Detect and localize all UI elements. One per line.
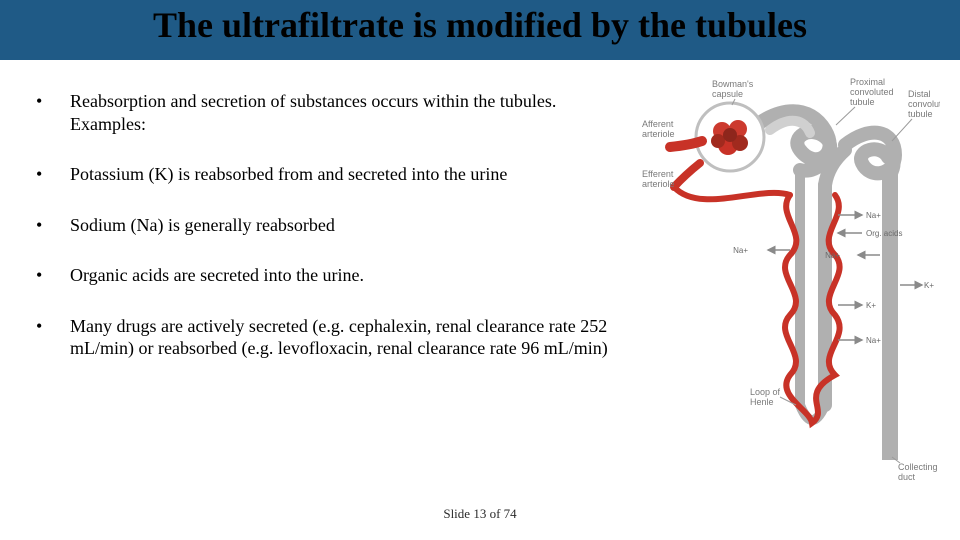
content-area: Reabsorption and secretion of substances… xyxy=(30,90,620,388)
bowman-label-1: Bowman's xyxy=(712,79,754,89)
ion-na-right: Na+ xyxy=(866,211,881,220)
ion-na-asc: Na+ xyxy=(866,336,881,345)
efferent-label-1: Efferent xyxy=(642,169,674,179)
list-item: Reabsorption and secretion of substances… xyxy=(30,90,620,135)
list-item: Many drugs are actively secreted (e.g. c… xyxy=(30,315,620,360)
loop-label-2: Henle xyxy=(750,397,774,407)
ion-na-left: Na+ xyxy=(733,246,748,255)
afferent-label-1: Afferent xyxy=(642,119,674,129)
proximal-label-1: Proximal xyxy=(850,77,885,87)
ion-na-dct: Na+ xyxy=(825,251,840,260)
bullet-list: Reabsorption and secretion of substances… xyxy=(30,90,620,360)
slide-footer: Slide 13 of 74 xyxy=(0,506,960,522)
bowman-label-2: capsule xyxy=(712,89,743,99)
distal-label-1: Distal xyxy=(908,89,931,99)
proximal-label-2: convoluted xyxy=(850,87,894,97)
collecting-label-1: Collecting xyxy=(898,462,938,472)
ion-org: Org. acids xyxy=(866,229,902,238)
proximal-label-3: tubule xyxy=(850,97,875,107)
page-title: The ultrafiltrate is modified by the tub… xyxy=(0,4,960,46)
afferent-label-2: arteriole xyxy=(642,129,675,139)
list-item: Sodium (Na) is generally reabsorbed xyxy=(30,214,620,237)
distal-label-2: convoluted xyxy=(908,99,940,109)
list-item: Organic acids are secreted into the urin… xyxy=(30,264,620,287)
nephron-svg: Bowman's capsule Afferent arteriole Effe… xyxy=(640,75,940,485)
ion-k-dct: K+ xyxy=(924,281,934,290)
collecting-label-2: duct xyxy=(898,472,916,482)
efferent-label-2: arteriole xyxy=(642,179,675,189)
list-item: Potassium (K) is reabsorbed from and sec… xyxy=(30,163,620,186)
slide: The ultrafiltrate is modified by the tub… xyxy=(0,0,960,540)
nephron-diagram: Bowman's capsule Afferent arteriole Effe… xyxy=(640,75,940,485)
distal-label-3: tubule xyxy=(908,109,933,119)
ion-k-asc: K+ xyxy=(866,301,876,310)
loop-label-1: Loop of xyxy=(750,387,781,397)
